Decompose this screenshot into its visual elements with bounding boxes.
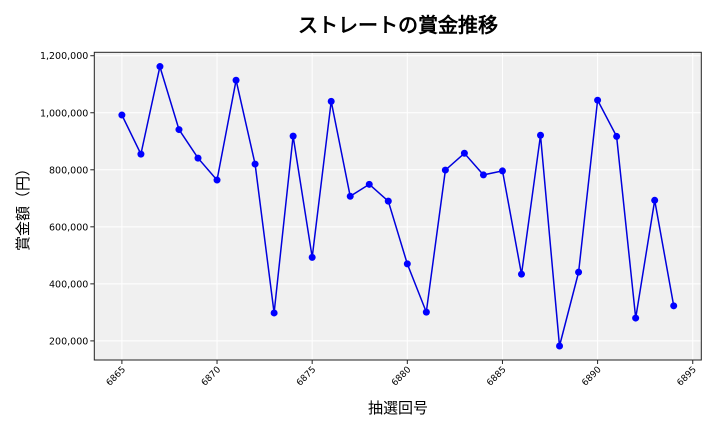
x-tick-label: 6865 — [105, 365, 128, 388]
data-point — [232, 76, 240, 84]
data-point — [613, 132, 621, 140]
data-point — [308, 253, 316, 261]
y-tick-label: 800,000 — [49, 165, 88, 176]
y-tick-label: 1,000,000 — [40, 108, 88, 119]
data-point — [441, 166, 449, 174]
y-tick-label: 1,200,000 — [40, 51, 88, 62]
data-point — [194, 154, 202, 162]
data-point — [575, 268, 583, 276]
data-point — [175, 126, 183, 134]
data-point — [651, 196, 659, 204]
x-tick-label: 6890 — [580, 365, 603, 388]
y-tick-label: 600,000 — [49, 222, 88, 233]
data-point — [137, 150, 145, 158]
data-point — [403, 260, 411, 268]
data-point — [346, 192, 354, 200]
plot-area — [94, 52, 702, 361]
data-point — [498, 167, 506, 175]
chart-title: ストレートの賞金推移 — [298, 13, 498, 37]
data-point — [327, 97, 335, 105]
data-point — [537, 131, 545, 139]
data-point — [594, 96, 602, 104]
x-tick-label: 6895 — [676, 365, 699, 388]
data-point — [251, 160, 259, 168]
y-tick-label: 200,000 — [49, 336, 88, 347]
x-tick-label: 6880 — [390, 365, 413, 388]
data-point — [118, 111, 126, 119]
x-axis-label: 抽選回号 — [368, 399, 428, 417]
data-point — [213, 176, 221, 184]
series-line — [121, 63, 675, 347]
data-point — [422, 308, 430, 316]
plot-frame — [93, 51, 702, 361]
data-point — [270, 309, 278, 317]
data-point — [156, 63, 164, 71]
x-tick-label: 6875 — [295, 365, 318, 388]
data-point — [479, 171, 487, 179]
data-point — [632, 314, 640, 322]
x-tick-label: 6885 — [485, 365, 508, 388]
y-axis-label: 賞金額（円） — [14, 161, 32, 251]
data-point — [460, 149, 468, 157]
data-point — [517, 270, 525, 278]
data-point — [289, 132, 297, 140]
data-point — [556, 342, 564, 350]
x-tick-label: 6870 — [200, 365, 223, 388]
data-point — [384, 197, 392, 205]
y-tick-label: 400,000 — [49, 279, 88, 290]
data-point — [670, 302, 678, 310]
data-point — [365, 180, 373, 188]
